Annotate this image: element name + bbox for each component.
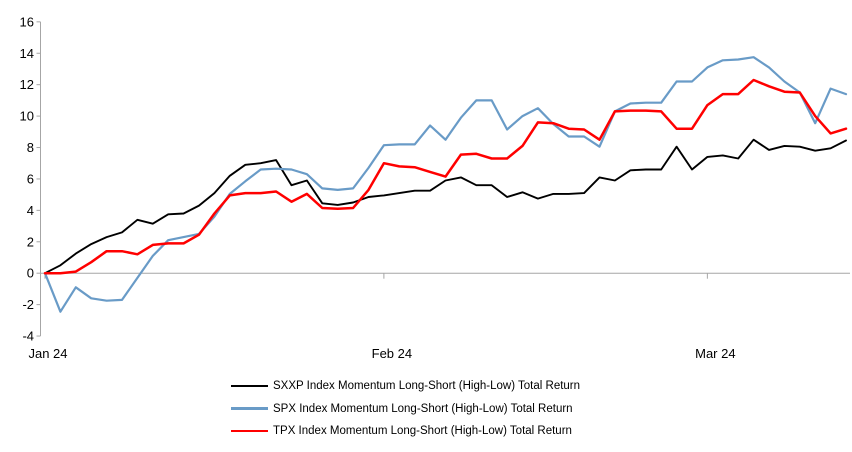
x-axis-label: Jan 24 xyxy=(28,346,67,361)
y-axis-label: -2 xyxy=(22,297,34,312)
y-axis-label: -4 xyxy=(22,329,34,344)
spx-line-swatch xyxy=(231,407,268,410)
y-axis-label: 0 xyxy=(27,266,34,281)
sxxp-series-line xyxy=(44,138,847,275)
y-axis-label: 6 xyxy=(27,171,34,186)
tpx-series-line xyxy=(43,78,848,275)
legend-label-spx: SPX Index Momentum Long-Short (High-Low)… xyxy=(273,402,573,415)
chart-legend: SXXP Index Momentum Long-Short (High-Low… xyxy=(231,375,580,442)
x-axis-label: Feb 24 xyxy=(372,346,412,361)
sxxp-line-swatch xyxy=(231,385,268,388)
tpx-line-swatch xyxy=(231,429,268,433)
y-axis-label: 16 xyxy=(20,14,34,29)
legend-label-tpx: TPX Index Momentum Long-Short (High-Low)… xyxy=(273,424,572,437)
y-axis-label: 14 xyxy=(20,46,34,61)
y-axis-label: 2 xyxy=(27,234,34,249)
legend-label-sxxp: SXXP Index Momentum Long-Short (High-Low… xyxy=(273,380,581,393)
legend-item-tpx: TPX Index Momentum Long-Short (High-Low)… xyxy=(231,420,580,442)
y-axis-label: 12 xyxy=(20,77,34,92)
spx-series-line xyxy=(43,56,848,313)
chart-plot-area: -4 -2 0 2 4 6 8 10 12 14 16 Jan 24 Feb 24 Mar 24 xyxy=(20,14,850,361)
legend-item-spx: SPX Index Momentum Long-Short (High-Low)… xyxy=(231,397,580,419)
legend-item-sxxp: SXXP Index Momentum Long-Short (High-Low… xyxy=(231,375,580,397)
y-axis-label: 10 xyxy=(20,109,34,124)
y-axis-label: 4 xyxy=(27,203,34,218)
x-axis-label: Mar 24 xyxy=(695,346,735,361)
y-axis-label: 8 xyxy=(27,140,34,155)
